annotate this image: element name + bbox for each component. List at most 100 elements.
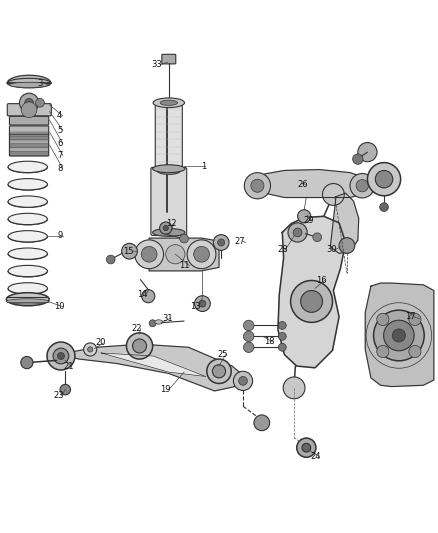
Circle shape	[353, 154, 363, 164]
Circle shape	[142, 289, 155, 303]
Polygon shape	[57, 344, 246, 391]
Circle shape	[300, 290, 322, 312]
Circle shape	[356, 180, 368, 192]
Circle shape	[213, 235, 229, 251]
Circle shape	[149, 320, 156, 327]
Circle shape	[135, 240, 163, 269]
Text: 1: 1	[201, 161, 206, 171]
Circle shape	[19, 93, 39, 112]
Circle shape	[374, 310, 424, 361]
FancyBboxPatch shape	[7, 103, 51, 116]
Text: 7: 7	[57, 151, 62, 160]
Text: 19: 19	[160, 385, 171, 394]
Circle shape	[297, 438, 316, 457]
Circle shape	[88, 347, 93, 352]
Circle shape	[244, 331, 254, 342]
Circle shape	[339, 238, 355, 253]
Circle shape	[194, 246, 209, 262]
Circle shape	[322, 183, 344, 205]
FancyBboxPatch shape	[155, 101, 182, 172]
Text: 17: 17	[405, 312, 416, 321]
Polygon shape	[101, 353, 206, 376]
Circle shape	[53, 348, 69, 364]
Circle shape	[21, 357, 33, 369]
Circle shape	[279, 321, 286, 329]
Circle shape	[122, 244, 138, 259]
Ellipse shape	[8, 179, 47, 190]
Circle shape	[47, 342, 75, 370]
Circle shape	[380, 203, 389, 212]
Circle shape	[21, 102, 37, 118]
Polygon shape	[278, 216, 346, 368]
Circle shape	[207, 359, 231, 384]
FancyBboxPatch shape	[10, 140, 48, 144]
Text: 12: 12	[166, 219, 176, 228]
Circle shape	[163, 225, 168, 231]
Text: 33: 33	[152, 60, 162, 69]
Circle shape	[212, 365, 226, 378]
Text: 4: 4	[57, 111, 62, 120]
Ellipse shape	[8, 231, 47, 242]
Circle shape	[233, 372, 253, 391]
Polygon shape	[252, 169, 367, 198]
Circle shape	[239, 376, 247, 385]
Circle shape	[57, 352, 64, 359]
Ellipse shape	[8, 213, 47, 224]
FancyBboxPatch shape	[10, 152, 48, 156]
Text: 24: 24	[311, 452, 321, 461]
Circle shape	[384, 320, 414, 351]
FancyBboxPatch shape	[10, 144, 48, 148]
Ellipse shape	[7, 299, 49, 304]
Ellipse shape	[155, 320, 162, 324]
Text: 28: 28	[277, 245, 288, 254]
Text: 13: 13	[190, 302, 200, 311]
Circle shape	[254, 415, 270, 431]
FancyBboxPatch shape	[10, 126, 49, 135]
Ellipse shape	[152, 229, 185, 236]
Circle shape	[358, 142, 377, 161]
Text: 3: 3	[37, 79, 42, 88]
Text: 10: 10	[54, 302, 65, 311]
Text: 9: 9	[57, 231, 62, 240]
Circle shape	[279, 343, 286, 351]
Text: 8: 8	[57, 164, 62, 173]
Circle shape	[283, 377, 305, 399]
Text: 26: 26	[297, 180, 308, 189]
Circle shape	[166, 245, 185, 264]
Text: 5: 5	[57, 126, 62, 135]
Circle shape	[133, 339, 147, 353]
Text: 25: 25	[217, 350, 228, 359]
Circle shape	[409, 345, 421, 358]
Circle shape	[141, 246, 157, 262]
Polygon shape	[136, 238, 219, 271]
Circle shape	[302, 443, 311, 452]
Text: 27: 27	[235, 237, 245, 246]
Circle shape	[35, 99, 44, 107]
Circle shape	[84, 343, 97, 356]
Circle shape	[106, 255, 115, 264]
Ellipse shape	[8, 161, 47, 173]
Circle shape	[199, 300, 206, 307]
Circle shape	[377, 345, 389, 358]
Circle shape	[194, 296, 210, 311]
Circle shape	[290, 280, 332, 322]
Ellipse shape	[10, 82, 49, 87]
Polygon shape	[330, 193, 359, 253]
Circle shape	[180, 234, 188, 243]
Text: 14: 14	[138, 290, 148, 300]
Ellipse shape	[8, 282, 47, 294]
Circle shape	[313, 233, 321, 241]
Circle shape	[244, 342, 254, 352]
Circle shape	[392, 329, 406, 342]
Ellipse shape	[160, 100, 177, 106]
Ellipse shape	[8, 196, 47, 207]
Text: 23: 23	[53, 391, 64, 400]
Circle shape	[293, 228, 302, 237]
Ellipse shape	[8, 248, 47, 260]
Circle shape	[350, 174, 374, 198]
Text: 18: 18	[264, 337, 275, 346]
Circle shape	[127, 333, 152, 359]
FancyBboxPatch shape	[162, 54, 176, 64]
Circle shape	[187, 240, 216, 269]
Circle shape	[375, 171, 393, 188]
